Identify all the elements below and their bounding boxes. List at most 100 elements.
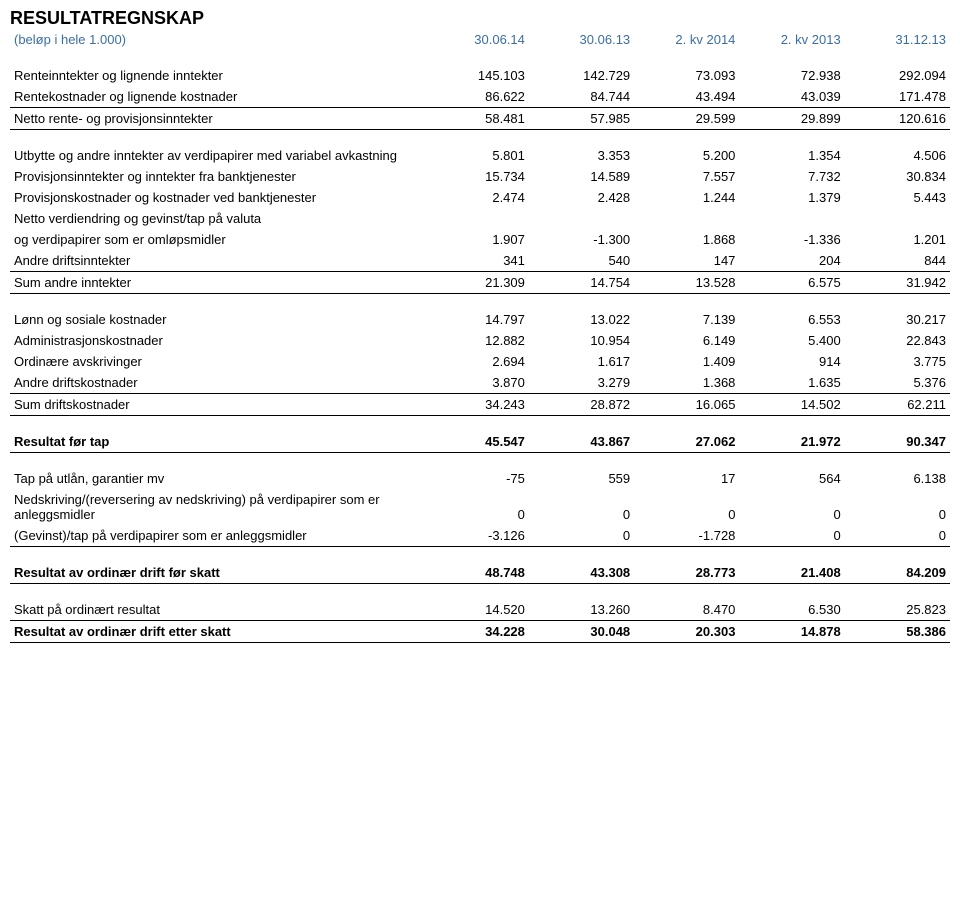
cell: 14.589 (529, 166, 634, 187)
cell: -75 (424, 453, 529, 490)
table-row: Provisjonsinntekter og inntekter fra ban… (10, 166, 950, 187)
row-label: Sum andre inntekter (10, 272, 424, 294)
cell: 0 (739, 489, 844, 525)
cell: 3.279 (529, 372, 634, 394)
cell: 34.228 (424, 621, 529, 643)
cell: 45.547 (424, 416, 529, 453)
row-label: og verdipapirer som er omløpsmidler (10, 229, 424, 250)
table-row: og verdipapirer som er omløpsmidler 1.90… (10, 229, 950, 250)
row-label: Netto rente- og provisjonsinntekter (10, 108, 424, 130)
cell: 1.409 (634, 351, 739, 372)
cell: 147 (634, 250, 739, 272)
cell: 6.530 (739, 584, 844, 621)
cell: 3.775 (845, 351, 950, 372)
cell: 0 (845, 489, 950, 525)
row-label: Netto verdiendring og gevinst/tap på val… (10, 208, 424, 229)
cell: 30.048 (529, 621, 634, 643)
cell: 6.149 (634, 330, 739, 351)
row-label: Andre driftskostnader (10, 372, 424, 394)
cell: 0 (529, 525, 634, 547)
cell: 0 (634, 489, 739, 525)
cell: 48.748 (424, 547, 529, 584)
cell: 17 (634, 453, 739, 490)
cell: 84.744 (529, 86, 634, 108)
subtitle: (beløp i hele 1.000) (10, 29, 424, 50)
cell: 0 (529, 489, 634, 525)
cell: -1.336 (739, 229, 844, 250)
table-row: Netto rente- og provisjonsinntekter 58.4… (10, 108, 950, 130)
cell: 14.520 (424, 584, 529, 621)
table-row: Lønn og sosiale kostnader 14.797 13.022 … (10, 294, 950, 331)
row-label: Provisjonsinntekter og inntekter fra ban… (10, 166, 424, 187)
table-row: Renteinntekter og lignende inntekter 145… (10, 50, 950, 86)
cell: 1.244 (634, 187, 739, 208)
cell: 27.062 (634, 416, 739, 453)
cell: 25.823 (845, 584, 950, 621)
cell: 14.797 (424, 294, 529, 331)
cell: -1.300 (529, 229, 634, 250)
cell: 16.065 (634, 394, 739, 416)
cell: 7.139 (634, 294, 739, 331)
table-row: Provisjonskostnader og kostnader ved ban… (10, 187, 950, 208)
table-row: (Gevinst)/tap på verdipapirer som er anl… (10, 525, 950, 547)
cell: -3.126 (424, 525, 529, 547)
cell: 43.039 (739, 86, 844, 108)
cell: 2.694 (424, 351, 529, 372)
cell: 43.867 (529, 416, 634, 453)
cell: 914 (739, 351, 844, 372)
cell: 1.379 (739, 187, 844, 208)
cell: 13.260 (529, 584, 634, 621)
cell: 10.954 (529, 330, 634, 351)
cell: 3.870 (424, 372, 529, 394)
row-label: Utbytte og andre inntekter av verdipapir… (10, 130, 424, 167)
cell: 171.478 (845, 86, 950, 108)
cell: 5.443 (845, 187, 950, 208)
cell: 145.103 (424, 50, 529, 86)
table-row: Sum andre inntekter 21.309 14.754 13.528… (10, 272, 950, 294)
table-row: Resultat før tap 45.547 43.867 27.062 21… (10, 416, 950, 453)
cell: 5.400 (739, 330, 844, 351)
row-label: Tap på utlån, garantier mv (10, 453, 424, 490)
col-header: 2. kv 2013 (739, 29, 844, 50)
cell: 14.754 (529, 272, 634, 294)
cell: 34.243 (424, 394, 529, 416)
cell: 292.094 (845, 50, 950, 86)
table-row: Ordinære avskrivinger 2.694 1.617 1.409 … (10, 351, 950, 372)
row-label: (Gevinst)/tap på verdipapirer som er anl… (10, 525, 424, 547)
cell: -1.728 (634, 525, 739, 547)
table-row: Rentekostnader og lignende kostnader 86.… (10, 86, 950, 108)
cell: 5.801 (424, 130, 529, 167)
cell: 1.354 (739, 130, 844, 167)
cell: 540 (529, 250, 634, 272)
cell: 28.872 (529, 394, 634, 416)
table-row: Skatt på ordinært resultat 14.520 13.260… (10, 584, 950, 621)
cell: 29.899 (739, 108, 844, 130)
row-label: Resultat av ordinær drift etter skatt (10, 621, 424, 643)
cell: 14.878 (739, 621, 844, 643)
table-row: Administrasjonskostnader 12.882 10.954 6… (10, 330, 950, 351)
cell: 30.217 (845, 294, 950, 331)
cell: 14.502 (739, 394, 844, 416)
cell: 90.347 (845, 416, 950, 453)
row-label: Renteinntekter og lignende inntekter (10, 50, 424, 86)
cell: 12.882 (424, 330, 529, 351)
cell: 21.309 (424, 272, 529, 294)
cell: 559 (529, 453, 634, 490)
row-label: Nedskriving/(reversering av nedskriving)… (10, 489, 424, 525)
cell: 62.211 (845, 394, 950, 416)
cell: 43.308 (529, 547, 634, 584)
cell: 2.428 (529, 187, 634, 208)
cell: 84.209 (845, 547, 950, 584)
table-row: Resultat av ordinær drift etter skatt 34… (10, 621, 950, 643)
cell: 86.622 (424, 86, 529, 108)
cell: 142.729 (529, 50, 634, 86)
cell: 120.616 (845, 108, 950, 130)
cell: 1.635 (739, 372, 844, 394)
cell: 58.386 (845, 621, 950, 643)
col-header: 30.06.13 (529, 29, 634, 50)
cell: 15.734 (424, 166, 529, 187)
row-label: Resultat før tap (10, 416, 424, 453)
column-header-row: (beløp i hele 1.000) 30.06.14 30.06.13 2… (10, 29, 950, 50)
row-label: Sum driftskostnader (10, 394, 424, 416)
table-row: Resultat av ordinær drift før skatt 48.7… (10, 547, 950, 584)
